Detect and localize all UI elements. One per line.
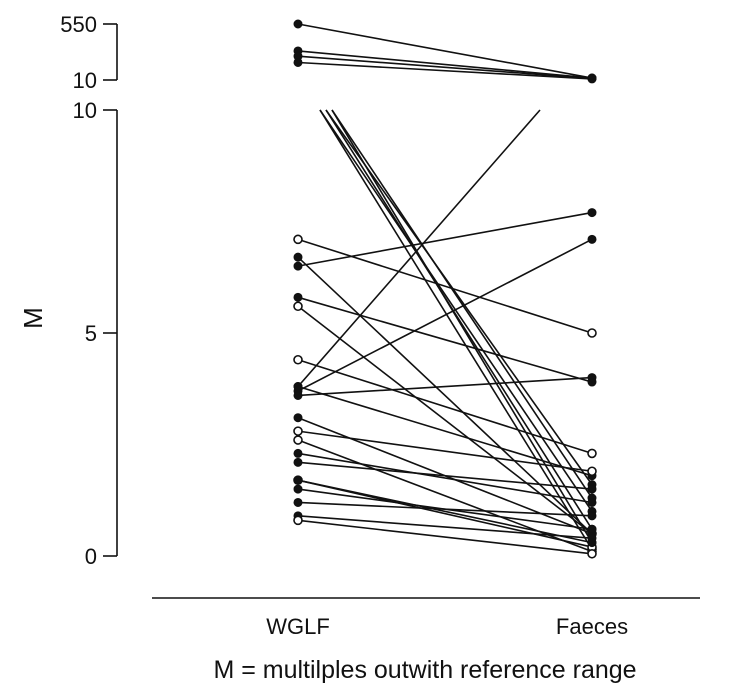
data-point [587, 466, 597, 477]
pair-line [297, 211, 593, 267]
pair-line [297, 61, 593, 80]
pair-line [297, 296, 593, 383]
data-point [293, 261, 303, 271]
y-axis-title: M [18, 307, 48, 329]
pair-line [325, 109, 593, 530]
data-point [293, 435, 303, 445]
pair-line [297, 238, 593, 392]
data-point [293, 252, 303, 262]
data-point [587, 497, 597, 507]
y-tick-label: 5 [85, 321, 97, 346]
y-tick-label: 0 [85, 544, 97, 569]
chart-caption: M = multilples outwith reference range [213, 656, 636, 684]
pair-line [297, 479, 593, 544]
pair-line [297, 515, 593, 539]
offscale-line [297, 109, 541, 388]
y-tick-label: 10 [73, 98, 97, 123]
data-point [587, 524, 597, 534]
data-point [293, 19, 303, 29]
pair-line [297, 55, 593, 80]
data-point [587, 234, 597, 244]
data-point [293, 382, 303, 392]
pair-line [319, 109, 593, 550]
data-points [293, 19, 597, 559]
data-point [587, 538, 597, 548]
pair-line [331, 109, 593, 499]
data-point [587, 484, 597, 494]
pair-line [297, 50, 593, 79]
data-point [293, 390, 303, 400]
pair-line [297, 256, 593, 535]
pair-line [297, 430, 593, 473]
pair-line [297, 385, 593, 477]
y-tick-label: 10 [73, 68, 97, 93]
pair-line [297, 23, 593, 79]
data-point [587, 548, 597, 559]
data-point [293, 234, 303, 245]
data-point [293, 475, 303, 485]
data-point [293, 515, 303, 526]
data-point [293, 484, 303, 494]
pair-line [297, 461, 593, 490]
pair-line [297, 519, 593, 555]
data-point [587, 448, 597, 459]
category-label-wglf: WGLF [266, 614, 330, 639]
category-label-faeces: Faeces [556, 614, 628, 639]
data-point [587, 328, 597, 338]
data-point [293, 301, 303, 312]
pair-line [297, 376, 593, 397]
pair-line [297, 358, 593, 455]
pair-line [297, 452, 593, 504]
data-point [587, 373, 597, 383]
data-point [587, 74, 597, 84]
data-point [293, 426, 303, 436]
data-point [293, 457, 303, 467]
data-point [293, 413, 303, 423]
data-point [293, 292, 303, 302]
y-ticks: 0 5 10 10 550 [60, 12, 117, 569]
data-point [293, 497, 303, 507]
y-tick-label: 550 [60, 12, 97, 37]
data-point [587, 208, 597, 218]
pair-line [297, 501, 593, 517]
pair-line [297, 305, 593, 535]
data-point [587, 511, 597, 521]
data-pairs [297, 23, 593, 555]
pair-line [331, 109, 593, 544]
pair-line [297, 238, 593, 334]
data-point [293, 354, 303, 365]
data-point [293, 448, 303, 458]
data-point [293, 57, 303, 67]
pair-line [319, 109, 593, 512]
